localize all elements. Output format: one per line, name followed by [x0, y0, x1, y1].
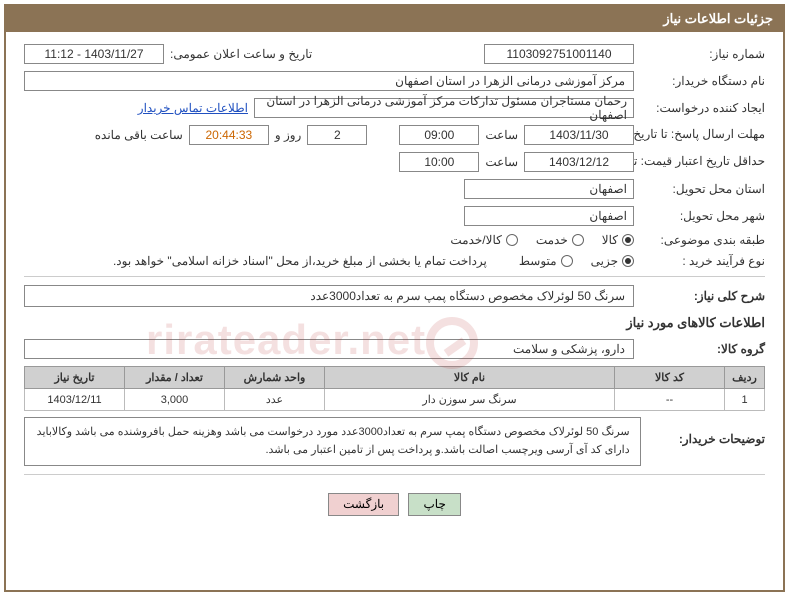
row-need-desc: شرح کلی نیاز: سرنگ 50 لوئرلاک مخصوص دستگ…: [24, 285, 765, 307]
radio-icon: [506, 234, 518, 246]
row-buyer-notes: توضیحات خریدار: سرنگ 50 لوئرلاک مخصوص دس…: [24, 411, 765, 466]
back-button[interactable]: بازگشت: [328, 493, 399, 516]
radio-medium[interactable]: متوسط: [519, 254, 573, 268]
goods-group-label: گروه کالا:: [640, 342, 765, 356]
panel-header: جزئیات اطلاعات نیاز: [6, 6, 783, 32]
province-field: اصفهان: [464, 179, 634, 199]
remaining-label: ساعت باقی مانده: [95, 128, 183, 142]
radio-icon: [561, 255, 573, 267]
time-label-2: ساعت: [485, 155, 518, 169]
category-label: طبقه بندی موضوعی:: [640, 233, 765, 247]
requester-label: ایجاد کننده درخواست:: [640, 101, 765, 115]
row-deadline: مهلت ارسال پاسخ: تا تاریخ: 1403/11/30 سا…: [24, 125, 765, 145]
radio-service[interactable]: خدمت: [536, 233, 584, 247]
th-code: کد کالا: [615, 367, 725, 389]
need-number-field: 1103092751001140: [484, 44, 634, 64]
th-name: نام کالا: [325, 367, 615, 389]
need-desc-field: سرنگ 50 لوئرلاک مخصوص دستگاه پمپ سرم به …: [24, 285, 634, 307]
row-need-number: شماره نیاز: 1103092751001140 تاریخ و ساع…: [24, 44, 765, 64]
process-radio-group: جزیی متوسط: [519, 254, 634, 268]
radio-both[interactable]: کالا/خدمت: [450, 233, 517, 247]
row-process: نوع فرآیند خرید : جزیی متوسط پرداخت تمام…: [24, 254, 765, 268]
buyer-notes-label: توضیحات خریدار:: [651, 432, 765, 446]
radio-partial[interactable]: جزیی: [591, 254, 634, 268]
row-validity: حداقل تاریخ اعتبار قیمت: تا تاریخ: 1403/…: [24, 152, 765, 172]
day-and-label: روز و: [275, 128, 302, 142]
city-label: شهر محل تحویل:: [640, 209, 765, 223]
days-remaining-field: 2: [307, 125, 367, 145]
deadline-time-field: 09:00: [399, 125, 479, 145]
need-desc-label: شرح کلی نیاز:: [640, 289, 765, 303]
countdown-field: 20:44:33: [189, 125, 269, 145]
row-goods-group: گروه کالا: دارو، پزشکی و سلامت: [24, 339, 765, 359]
th-qty: تعداد / مقدار: [125, 367, 225, 389]
validity-date-field: 1403/12/12: [524, 152, 634, 172]
radio-icon: [622, 234, 634, 246]
deadline-label: مهلت ارسال پاسخ: تا تاریخ:: [640, 127, 765, 143]
td-code: --: [615, 389, 725, 411]
td-qty: 3,000: [125, 389, 225, 411]
validity-time-field: 10:00: [399, 152, 479, 172]
row-city: شهر محل تحویل: اصفهان: [24, 206, 765, 226]
announce-label: تاریخ و ساعت اعلان عمومی:: [170, 47, 312, 61]
row-requester: ایجاد کننده درخواست: رحمان مستاجران مسئو…: [24, 98, 765, 118]
td-name: سرنگ سر سوزن دار: [325, 389, 615, 411]
divider-1: [24, 276, 765, 277]
table-row: 1 -- سرنگ سر سوزن دار عدد 3,000 1403/12/…: [25, 389, 765, 411]
announce-field: 1403/11/27 - 11:12: [24, 44, 164, 64]
button-row: چاپ بازگشت: [24, 485, 765, 516]
row-buyer-org: نام دستگاه خریدار: مرکز آموزشی درمانی ال…: [24, 71, 765, 91]
content-area: شماره نیاز: 1103092751001140 تاریخ و ساع…: [6, 32, 783, 526]
buyer-contact-link[interactable]: اطلاعات تماس خریدار: [138, 101, 248, 115]
th-unit: واحد شمارش: [225, 367, 325, 389]
need-number-label: شماره نیاز:: [640, 47, 765, 61]
row-province: استان محل تحویل: اصفهان: [24, 179, 765, 199]
requester-field: رحمان مستاجران مسئول تدارکات مرکز آموزشی…: [254, 98, 634, 118]
process-label: نوع فرآیند خرید :: [640, 254, 765, 268]
table-header-row: ردیف کد کالا نام کالا واحد شمارش تعداد /…: [25, 367, 765, 389]
row-category: طبقه بندی موضوعی: کالا خدمت کالا/خدمت: [24, 233, 765, 247]
buyer-org-field: مرکز آموزشی درمانی الزهرا در استان اصفها…: [24, 71, 634, 91]
time-label-1: ساعت: [485, 128, 518, 142]
buyer-org-label: نام دستگاه خریدار:: [640, 74, 765, 88]
goods-table: ردیف کد کالا نام کالا واحد شمارش تعداد /…: [24, 366, 765, 411]
panel-title: جزئیات اطلاعات نیاز: [663, 11, 773, 26]
deadline-date-field: 1403/11/30: [524, 125, 634, 145]
validity-label: حداقل تاریخ اعتبار قیمت: تا تاریخ:: [640, 154, 765, 170]
province-label: استان محل تحویل:: [640, 182, 765, 196]
goods-group-field: دارو، پزشکی و سلامت: [24, 339, 634, 359]
radio-goods[interactable]: کالا: [602, 233, 634, 247]
main-panel: جزئیات اطلاعات نیاز rirateader.net شماره…: [4, 4, 785, 592]
print-button[interactable]: چاپ: [408, 493, 460, 516]
th-date: تاریخ نیاز: [25, 367, 125, 389]
td-date: 1403/12/11: [25, 389, 125, 411]
radio-icon: [572, 234, 584, 246]
radio-icon: [622, 255, 634, 267]
td-row: 1: [725, 389, 765, 411]
th-row: ردیف: [725, 367, 765, 389]
divider-2: [24, 474, 765, 475]
td-unit: عدد: [225, 389, 325, 411]
buyer-notes-box: سرنگ 50 لوئرلاک مخصوص دستگاه پمپ سرم به …: [24, 417, 641, 466]
payment-note: پرداخت تمام یا بخشی از مبلغ خرید،از محل …: [113, 254, 487, 268]
city-field: اصفهان: [464, 206, 634, 226]
goods-info-title: اطلاعات کالاهای مورد نیاز: [24, 315, 765, 331]
category-radio-group: کالا خدمت کالا/خدمت: [450, 233, 634, 247]
